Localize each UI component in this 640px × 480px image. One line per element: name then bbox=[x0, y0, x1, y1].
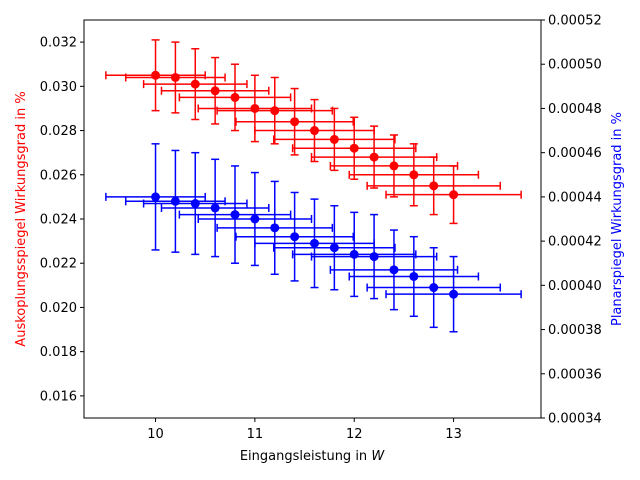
data-point bbox=[151, 192, 161, 202]
data-point bbox=[349, 249, 359, 259]
y-right-tick-label: 0.00048 bbox=[548, 102, 602, 117]
y-right-tick-label: 0.00042 bbox=[548, 235, 602, 250]
plot-frame bbox=[83, 19, 542, 419]
data-point bbox=[369, 252, 379, 262]
y-left-tick-label: 0.024 bbox=[40, 213, 77, 228]
y-right-tick-label: 0.00052 bbox=[548, 14, 602, 29]
series-right bbox=[105, 143, 522, 333]
data-point bbox=[250, 103, 260, 113]
y-right-tick-label: 0.00044 bbox=[548, 190, 602, 205]
y-left-tick-label: 0.026 bbox=[40, 168, 77, 183]
series-left bbox=[105, 39, 522, 225]
data-point bbox=[449, 289, 459, 299]
data-point bbox=[210, 203, 220, 213]
data-point bbox=[230, 210, 240, 220]
y-axis-left: 0.016 0.018 0.020 0.022 0.024 0.026 0.028 0.030… bbox=[40, 36, 84, 404]
y-axis-right-label: Planarspiegel Wirkungsgrad in % bbox=[610, 112, 625, 326]
y-right-tick-label: 0.00040 bbox=[548, 279, 602, 294]
y-left-tick-label: 0.028 bbox=[40, 124, 77, 139]
data-point bbox=[309, 126, 319, 136]
y-left-tick-label: 0.022 bbox=[40, 257, 77, 272]
x-tick-label: 12 bbox=[346, 427, 363, 442]
y-right-tick-label: 0.00036 bbox=[548, 367, 602, 382]
y-left-tick-label: 0.030 bbox=[40, 80, 77, 95]
y-right-tick-label: 0.00034 bbox=[548, 412, 602, 427]
data-point bbox=[369, 152, 379, 162]
data-point bbox=[270, 106, 280, 116]
series-layer bbox=[105, 39, 522, 333]
x-tick-label: 11 bbox=[247, 427, 264, 442]
y-left-tick-label: 0.020 bbox=[40, 301, 77, 316]
data-point bbox=[151, 70, 161, 80]
data-point bbox=[329, 134, 339, 144]
data-point bbox=[309, 238, 319, 248]
data-point bbox=[170, 72, 180, 82]
data-point bbox=[170, 196, 180, 206]
data-point bbox=[449, 190, 459, 200]
y-left-tick-label: 0.032 bbox=[40, 36, 77, 51]
y-left-tick-label: 0.018 bbox=[40, 345, 77, 360]
data-point bbox=[230, 92, 240, 102]
data-point bbox=[210, 86, 220, 96]
data-point bbox=[190, 79, 200, 89]
y-right-tick-label: 0.00050 bbox=[548, 58, 602, 73]
y-left-tick-label: 0.016 bbox=[40, 389, 77, 404]
data-point bbox=[190, 199, 200, 209]
x-axis: 10 11 12 13 bbox=[147, 418, 462, 442]
data-point bbox=[290, 232, 300, 242]
data-point bbox=[270, 223, 280, 233]
y-axis-right: 0.00034 0.00036 0.00038 0.00040 0.00042 0.000… bbox=[541, 14, 602, 427]
data-point bbox=[329, 243, 339, 253]
y-right-tick-label: 0.00046 bbox=[548, 146, 602, 161]
data-point bbox=[250, 214, 260, 224]
x-tick-label: 10 bbox=[147, 427, 164, 442]
y-axis-left-label: Auskoplungsspiegel Wirkungsgrad in % bbox=[14, 91, 29, 346]
x-tick-label: 13 bbox=[445, 427, 462, 442]
data-point bbox=[429, 181, 439, 191]
x-axis-label: Eingangsleistung in W bbox=[240, 449, 386, 464]
data-point bbox=[429, 283, 439, 293]
data-point bbox=[290, 117, 300, 127]
data-point bbox=[409, 271, 419, 281]
data-point bbox=[389, 265, 399, 275]
data-point bbox=[389, 161, 399, 171]
y-right-tick-label: 0.00038 bbox=[548, 323, 602, 338]
data-point bbox=[409, 170, 419, 180]
data-point bbox=[349, 143, 359, 153]
